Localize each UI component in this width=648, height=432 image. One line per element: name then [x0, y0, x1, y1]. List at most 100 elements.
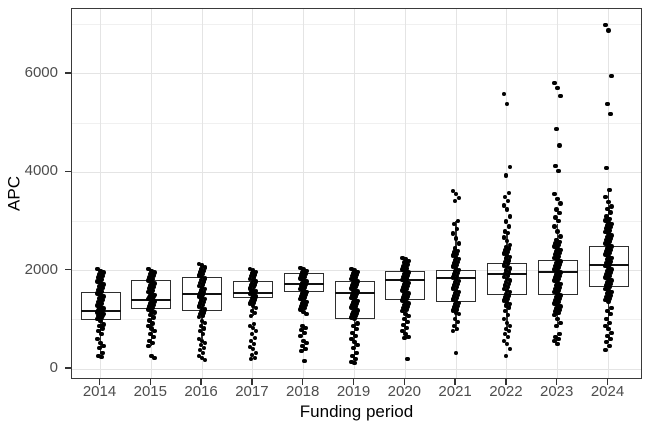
data-point — [196, 283, 202, 289]
data-point — [98, 268, 103, 274]
data-point — [503, 353, 509, 359]
data-point — [502, 248, 508, 253]
data-point — [252, 335, 258, 341]
data-point — [504, 341, 510, 347]
data-point — [252, 282, 258, 287]
data-point — [607, 262, 612, 267]
data-point — [198, 308, 204, 314]
data-point — [609, 255, 614, 261]
y-tick-mark — [65, 367, 71, 369]
data-point — [555, 291, 560, 297]
gridline-minor — [72, 24, 641, 26]
data-point — [197, 328, 203, 334]
data-point — [454, 262, 460, 268]
data-point — [251, 299, 257, 305]
data-point — [201, 345, 207, 351]
data-point — [406, 313, 411, 319]
whisker-lower — [99, 319, 102, 354]
data-point — [247, 301, 253, 306]
data-point — [607, 228, 612, 233]
x-tick-label: 2015 — [133, 383, 167, 400]
data-point — [402, 302, 407, 308]
data-point — [453, 266, 459, 271]
data-point — [252, 355, 258, 361]
data-point — [504, 320, 510, 326]
data-point — [401, 295, 406, 300]
data-point — [607, 216, 612, 222]
data-point — [96, 299, 101, 305]
data-point — [452, 316, 458, 322]
data-point — [608, 224, 613, 230]
data-point — [349, 286, 354, 291]
data-point — [607, 273, 612, 279]
data-point — [253, 350, 259, 356]
data-point — [150, 320, 155, 326]
data-point — [452, 258, 458, 263]
data-point — [196, 353, 202, 359]
data-point — [554, 294, 559, 300]
data-point — [553, 252, 558, 258]
data-point — [350, 312, 355, 317]
data-point — [507, 242, 513, 248]
x-tick-mark — [301, 379, 304, 385]
plot-panel — [71, 8, 642, 379]
data-point — [200, 331, 206, 337]
data-point — [99, 289, 104, 294]
data-point — [197, 290, 203, 296]
data-point — [149, 326, 154, 331]
data-point — [355, 279, 360, 284]
data-point — [101, 270, 106, 275]
data-point — [609, 232, 614, 238]
data-point — [506, 224, 512, 229]
data-point — [200, 292, 206, 298]
gridline-minor — [72, 122, 641, 124]
data-point — [454, 226, 460, 232]
data-point — [556, 336, 561, 342]
data-point — [197, 301, 203, 306]
data-point — [97, 272, 102, 277]
data-point — [605, 206, 610, 212]
data-point — [506, 190, 512, 196]
whisker-lower — [607, 286, 610, 330]
data-point — [506, 304, 512, 310]
x-tick-label: 2017 — [235, 383, 269, 400]
data-point — [505, 249, 511, 255]
data-point — [353, 275, 358, 280]
data-point — [250, 268, 256, 273]
data-point — [507, 289, 513, 295]
data-point — [303, 325, 308, 331]
data-point — [554, 126, 559, 132]
data-point — [453, 277, 459, 282]
data-point — [608, 336, 613, 342]
data-point — [301, 298, 306, 303]
whisker-lower — [455, 301, 457, 331]
data-point — [147, 338, 152, 344]
data-point — [353, 294, 358, 300]
data-point — [248, 273, 254, 279]
data-point — [501, 286, 507, 292]
data-point — [148, 312, 153, 318]
data-point — [552, 224, 557, 229]
data-point — [96, 313, 101, 319]
data-point — [503, 326, 509, 332]
data-point — [248, 356, 254, 362]
data-point — [451, 221, 457, 227]
x-tick-label: 2014 — [82, 383, 117, 400]
x-tick-mark — [454, 379, 456, 385]
data-point — [605, 333, 610, 339]
data-point — [603, 263, 608, 269]
data-point — [302, 274, 307, 280]
data-point — [501, 234, 507, 240]
data-point — [450, 297, 456, 303]
data-point — [607, 250, 612, 256]
data-point — [249, 295, 255, 301]
data-point — [606, 288, 611, 293]
data-point — [202, 265, 208, 270]
data-point — [247, 276, 253, 282]
data-point — [606, 265, 611, 270]
data-point — [199, 355, 205, 361]
data-point — [603, 252, 608, 258]
data-point — [148, 300, 153, 306]
data-point — [552, 301, 557, 306]
